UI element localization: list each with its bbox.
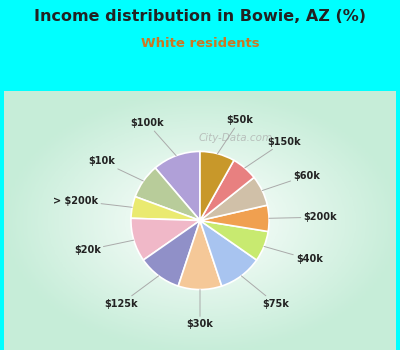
Text: $10k: $10k — [88, 156, 143, 181]
Wedge shape — [200, 160, 254, 220]
Text: City-Data.com: City-Data.com — [199, 133, 273, 142]
Text: $20k: $20k — [74, 240, 134, 255]
Wedge shape — [155, 152, 200, 220]
Text: $75k: $75k — [241, 276, 289, 309]
Wedge shape — [200, 220, 268, 260]
Text: $30k: $30k — [186, 289, 214, 329]
Wedge shape — [135, 168, 200, 220]
Text: $50k: $50k — [218, 115, 253, 154]
Wedge shape — [178, 220, 222, 289]
Wedge shape — [200, 205, 269, 231]
Text: $40k: $40k — [264, 246, 323, 264]
Text: $60k: $60k — [262, 170, 320, 190]
Text: Income distribution in Bowie, AZ (%): Income distribution in Bowie, AZ (%) — [34, 9, 366, 24]
Wedge shape — [131, 197, 200, 220]
Wedge shape — [131, 218, 200, 260]
Wedge shape — [143, 220, 200, 286]
Text: White residents: White residents — [141, 37, 259, 50]
Text: $100k: $100k — [130, 118, 176, 156]
Wedge shape — [200, 220, 257, 286]
Wedge shape — [200, 152, 234, 220]
Text: $150k: $150k — [245, 136, 301, 168]
Text: > $200k: > $200k — [53, 196, 132, 207]
Text: $125k: $125k — [104, 276, 159, 309]
Wedge shape — [200, 177, 267, 220]
Text: $200k: $200k — [269, 212, 337, 222]
